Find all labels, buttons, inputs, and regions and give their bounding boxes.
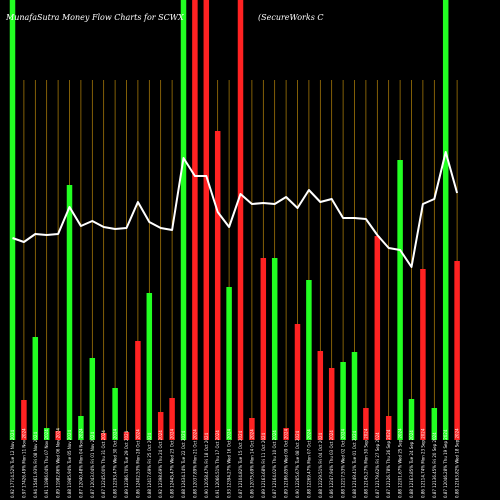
x-tick-label: 0.90 12058.47% Fri 18 Oct 2024 — [204, 432, 209, 498]
money-flow-bar — [192, 0, 198, 440]
money-flow-bar — [340, 362, 346, 440]
money-flow-bar — [100, 433, 107, 440]
money-flow-bar — [317, 351, 324, 440]
x-tick-label: 0.89 11982.86% Wed 06 Nov 2024 — [56, 428, 61, 498]
money-flow-bar — [203, 0, 210, 440]
money-flow-bar — [420, 269, 426, 440]
x-tick-label: 0.88 12037.89% Mon 21 Oct 2024 — [192, 429, 197, 498]
x-tick-label: 0.92 12398.69% Thu 24 Oct 2024 — [158, 430, 163, 498]
money-flow-bar — [260, 258, 267, 440]
x-tick-label: 0.88 12217.53% Wed 02 Oct 2024 — [341, 428, 346, 498]
x-axis-tick-labels: 0.92 17714.52% Tue 12 Nov 2024 0.97 17426… — [10, 428, 460, 498]
money-flow-bar — [408, 399, 415, 440]
x-tick-label: 0.88 12163.85% Tue 24 Sep 2024 — [409, 430, 414, 498]
money-flow-bar — [328, 368, 335, 440]
money-flow-bar — [66, 185, 73, 440]
money-flow-bar — [351, 352, 358, 440]
x-tick-label: 0.90 12265.67% Tue 08 Oct 2024 — [295, 430, 300, 498]
x-tick-label: 0.87 12126.78% Thu 26 Sep 2024 — [386, 429, 391, 498]
money-flow-bar — [306, 280, 312, 440]
x-tick-label: 0.91 11986.04% Thu 07 Nov 2024 — [44, 429, 49, 498]
money-flow-bar — [271, 258, 278, 440]
x-tick-label: 0.88 12229.51% Fri 04 Oct 2024 — [318, 432, 323, 498]
x-tick-label: 0.86 12402.53% Mon 28 Oct 2024 — [135, 429, 140, 498]
x-tick-label: 0.88 12269.47% Mon 07 Oct 2024 — [306, 429, 311, 498]
x-tick-label: 0.93 12394.27% Wed 16 Oct 2024 — [227, 428, 232, 498]
x-tick-label: 0.91 12066.51% Thu 17 Oct 2024 — [215, 430, 220, 498]
money-flow-bar — [9, 0, 16, 440]
money-flow-bar — [112, 388, 118, 440]
chart-subtitle: (SecureWorks C — [258, 13, 323, 22]
x-tick-label: 0.87 12104.82% Tue 15 Oct 2024 — [238, 430, 243, 498]
x-tick-label: 0.89 12163.68% Fri 11 Oct 2024 — [261, 432, 266, 498]
x-tick-label: 0.89 12386.70% Tue 29 Oct 2024 — [124, 430, 129, 498]
money-flow-bar — [294, 324, 301, 440]
x-tick-label: 0.87 12164.02% Thu 10 Oct 2024 — [272, 430, 277, 498]
x-tick-label: 0.88 12293.47% Wed 30 Oct 2024 — [113, 428, 118, 498]
money-flow-bar — [78, 416, 84, 440]
x-tick-label: 0.89 12186.85% Wed 09 Oct 2024 — [284, 428, 289, 498]
money-flow-bar — [363, 408, 369, 440]
x-tick-label: 0.86 12114.74% Mon 23 Sep 2024 — [420, 428, 425, 498]
x-tick-label: 0.87 12040.48% Mon 04 Nov 2024 — [78, 428, 83, 498]
money-flow-bar — [21, 400, 27, 440]
price-polyline — [12, 151, 459, 268]
money-flow-bar — [146, 293, 153, 440]
money-flow-bar — [123, 432, 130, 440]
x-tick-label: 0.88 12417.69% Fri 25 Oct 2024 — [147, 432, 152, 498]
price-line — [12, 151, 459, 268]
money-flow-bar — [397, 160, 403, 440]
money-flow-bar — [135, 341, 141, 440]
money-flow-bar — [226, 287, 232, 440]
x-tick-label: 0.88 12163.82% Wed 18 Sep 2024 — [455, 428, 460, 498]
money-flow-bar — [55, 431, 61, 440]
x-tick-label: 0.87 12136.45% Fri 20 Sep 2024 — [432, 432, 437, 498]
x-tick-label: 0.86 12247.94% Thu 03 Oct 2024 — [329, 430, 334, 498]
money-flow-bar — [442, 0, 449, 440]
money-flow-bar — [385, 416, 392, 440]
money-flow-bar — [283, 428, 289, 440]
x-tick-label: 0.87 12043.04% Fri 01 Nov 2024 — [90, 432, 95, 498]
x-tick-label: 0.97 17426.49% Mon 11 Nov 2024 — [21, 428, 26, 498]
x-tick-label: 0.87 12179.62% Fri 27 Sep 2024 — [375, 432, 380, 498]
x-tick-label: 0.88 12445.47% Wed 23 Oct 2024 — [170, 428, 175, 498]
money-flow-bar — [32, 337, 39, 440]
x-tick-label: 0.92 17714.52% Tue 12 Nov 2024 — [10, 429, 15, 498]
money-flow-bar — [237, 0, 244, 440]
money-flow-bar — [89, 358, 96, 440]
money-flow-bar — [374, 236, 381, 440]
money-flow-bar — [431, 408, 438, 440]
money-flow-bars — [9, 0, 460, 440]
money-flow-bar — [157, 412, 164, 440]
x-tick-label: 0.86 12075.69% Mon 14 Oct 2024 — [249, 429, 254, 498]
x-tick-label: 0.88 11985.94% Tue 05 Nov 2024 — [67, 429, 72, 498]
x-tick-label: 0.94 15461.93% Fri 08 Nov 2024 — [33, 432, 38, 498]
x-tick-label: 0.88 12149.41% Tue 01 Oct 2024 — [352, 430, 357, 498]
x-tick-label: 0.88 12434.14% Tue 22 Oct 2024 — [181, 430, 186, 498]
money-flow-bar — [43, 428, 50, 440]
money-flow-bar — [214, 131, 221, 440]
x-tick-label: 0.88 12145.27% Mon 30 Sep 2024 — [363, 428, 368, 498]
chart-title: MunafaSutra Money Flow Charts for SCWX — [5, 13, 184, 22]
x-tick-label: 0.87 12046.28% Thu 19 Sep 2024 — [443, 429, 448, 498]
money-flow-bar — [249, 418, 255, 440]
x-tick-label: 0.87 12245.00% Thu 31 Oct 2024 — [101, 430, 106, 498]
money-flow-bar — [454, 261, 460, 440]
money-flow-bar — [180, 0, 187, 440]
money-flow-bar — [169, 398, 175, 440]
x-tick-label: 0.88 12201.67% Wed 25 Sep 2024 — [398, 428, 403, 498]
